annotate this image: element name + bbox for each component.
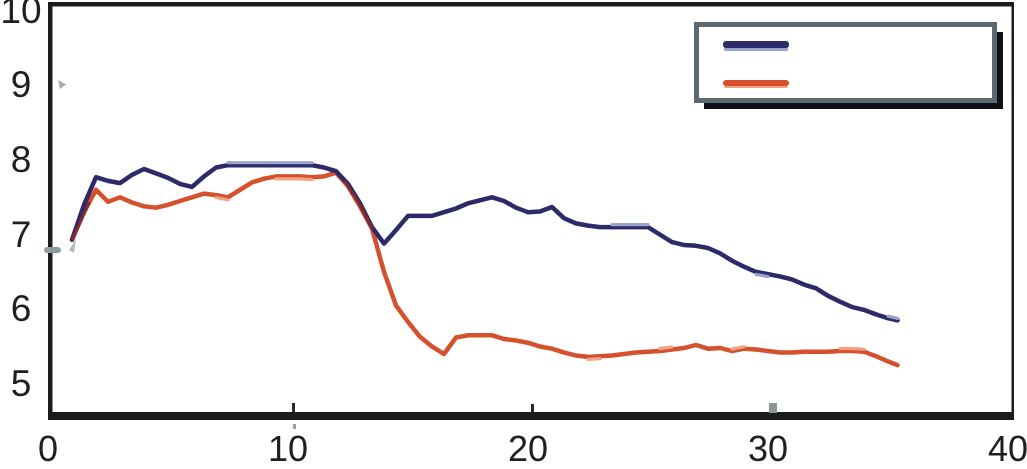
x-tick-mark-30 bbox=[769, 403, 777, 413]
orange-line-highlight bbox=[730, 345, 746, 351]
orange-line-legend-swatch bbox=[723, 80, 789, 86]
orange-line-highlight bbox=[214, 196, 230, 202]
line-overlap-mark bbox=[70, 201, 91, 242]
plot-border-right bbox=[1011, 2, 1014, 420]
legend-label-orange bbox=[805, 69, 985, 99]
legend bbox=[694, 22, 997, 103]
x-tick-label: 0 bbox=[37, 428, 59, 469]
orange-line-highlight bbox=[586, 357, 602, 361]
orange-line-highlight bbox=[274, 177, 314, 182]
navy-line-legend-swatch bbox=[723, 41, 789, 48]
orange-line-highlight bbox=[658, 345, 674, 351]
x-tick-label: 10 bbox=[267, 428, 309, 469]
plot-border-top bbox=[48, 2, 1014, 7]
y-tick-label: 8 bbox=[10, 139, 32, 180]
y-axis bbox=[48, 2, 53, 420]
x-tick-label: 40 bbox=[987, 428, 1027, 469]
y-tick-label: 10 bbox=[0, 0, 42, 31]
navy-line-highlight bbox=[886, 314, 900, 320]
y-tick-label: 5 bbox=[10, 362, 32, 404]
line-overlap-mark bbox=[344, 180, 374, 230]
x-tick-label: 30 bbox=[747, 428, 789, 469]
y-tick-label: 9 bbox=[10, 64, 32, 106]
stray-mark bbox=[58, 80, 66, 89]
x-tick-dot-10 bbox=[293, 424, 296, 429]
legend-label-navy bbox=[805, 30, 985, 60]
series-line-navy-line bbox=[69, 162, 900, 323]
x-tick-label: 20 bbox=[507, 428, 549, 469]
x-tick-mark-20 bbox=[531, 404, 534, 412]
x-axis bbox=[48, 412, 1014, 420]
orange-line-highlight bbox=[838, 346, 866, 351]
y-tick-label: 7 bbox=[10, 213, 32, 255]
x-tick-mark-10 bbox=[292, 403, 295, 412]
stray-mark bbox=[44, 247, 61, 253]
navy-line-highlight bbox=[754, 272, 770, 279]
y-tick-label: 6 bbox=[10, 288, 32, 330]
stray-mark bbox=[69, 239, 76, 253]
series-line-orange-line bbox=[69, 170, 900, 368]
